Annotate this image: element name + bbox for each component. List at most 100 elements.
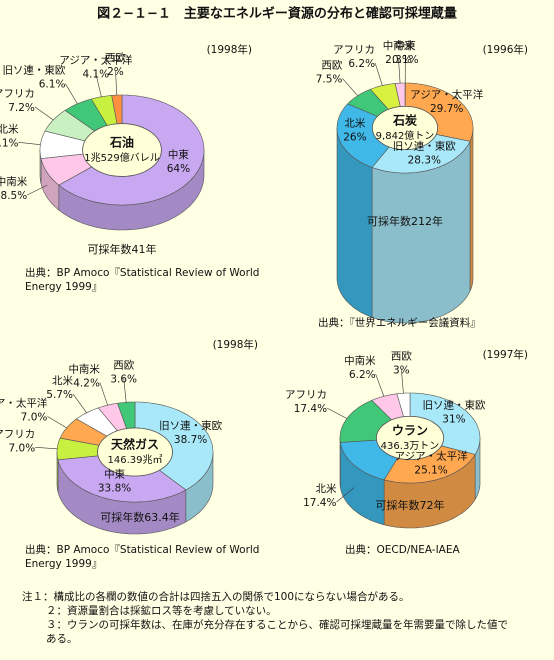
category-label: 北米 <box>315 482 336 495</box>
category-label: 西欧 <box>113 359 134 371</box>
reserve-life: 可採年数212年 <box>367 214 443 228</box>
leader-line <box>336 487 355 503</box>
reserve-life: 可採年数41年 <box>88 242 157 256</box>
category-label: 中南米 <box>383 39 415 52</box>
note: 注１：構成比の各欄の数値の合計は四捨五入の関係で100にならない場合がある。 <box>22 591 410 603</box>
value-label: 8.1% <box>0 137 19 149</box>
value-label: 7.0% <box>21 411 48 423</box>
value-label: 64% <box>167 163 190 175</box>
leader-line <box>18 142 41 145</box>
source: 出典：BP Amoco『Statistical Review of World … <box>25 544 260 570</box>
center-title: ウラン <box>392 424 428 438</box>
leader-line <box>65 83 78 104</box>
value-label: 29.7% <box>430 103 463 115</box>
center-title: 石油 <box>109 135 134 150</box>
category-label: 北米 <box>52 374 73 387</box>
category-label: 西欧 <box>105 52 126 64</box>
category-label: アフリカ <box>0 428 35 440</box>
value-label: 3.6% <box>110 373 137 385</box>
leader-line <box>99 382 108 406</box>
category-label: 西欧 <box>391 350 412 362</box>
slice-side <box>469 128 474 292</box>
category-label: 中東 <box>104 468 125 481</box>
leader-line <box>72 393 87 413</box>
value-label: 6.1% <box>39 79 66 91</box>
center-hole <box>97 427 173 477</box>
center-subtitle: 146.39兆㎥ <box>108 453 163 466</box>
page-title: 図２−１−１ 主要なエネルギー資源の分布と確認可採埋蔵量 <box>97 6 457 22</box>
leader-line <box>27 184 48 196</box>
value-label: 6.2% <box>349 369 376 381</box>
center-subtitle: 9,842億トン <box>376 129 435 142</box>
value-label: 7.5% <box>316 73 343 85</box>
center-hole <box>375 415 444 460</box>
leader-line <box>47 416 67 429</box>
value-label: 4.2% <box>73 378 100 390</box>
category-label: 中南米 <box>0 175 28 188</box>
value-label: 2.3% <box>385 54 412 66</box>
value-label: 5.7% <box>46 389 73 401</box>
leader-line <box>115 71 118 96</box>
value-label: 7.0% <box>9 442 36 454</box>
value-label: 0.1% <box>392 54 419 66</box>
value-label: 17.4% <box>294 403 327 415</box>
value-label: 33.8% <box>98 483 131 495</box>
value-label: 26% <box>343 131 366 143</box>
leader-line <box>398 59 401 84</box>
source: 出典：『世界エネルギー会議資料』 <box>318 317 481 329</box>
date-note: (1996年) <box>483 43 528 56</box>
category-label: アフリカ <box>0 88 35 100</box>
leader-line <box>95 73 102 97</box>
category-label: 中東 <box>168 148 189 161</box>
category-label: 西欧 <box>321 59 342 71</box>
category-label: 中東 <box>395 39 416 52</box>
date-note: (1998年) <box>213 338 258 351</box>
value-label: 7.2% <box>8 102 35 114</box>
value-label: 4.1% <box>82 69 109 81</box>
category-label: アフリカ <box>333 44 375 56</box>
value-label: 3% <box>393 364 410 376</box>
category-label: 旧ソ連・東欧 <box>393 140 456 153</box>
value-label: 25.1% <box>414 464 447 476</box>
leader-line <box>401 369 404 394</box>
value-label: 28.3% <box>408 155 441 167</box>
category-label: 旧ソ連・東欧 <box>422 399 485 412</box>
value-label: 38.7% <box>174 434 207 446</box>
center-title: 天然ガス <box>111 437 159 452</box>
note: ３：ウランの可採年数は、在庫が充分存在することから、確認可採埋蔵量を年需要量で除… <box>46 619 508 645</box>
center-hole <box>82 123 162 177</box>
source: 出典：OECD/NEA-IAEA <box>345 544 460 556</box>
category-label: アジア・太平洋 <box>0 396 48 409</box>
leader-line <box>342 78 358 96</box>
category-label: 旧ソ連・東欧 <box>2 64 65 77</box>
category-label: 北米 <box>344 116 365 129</box>
leader-line <box>35 447 58 450</box>
category-label: 中南米 <box>68 363 100 376</box>
category-label: 旧ソ連・東欧 <box>159 419 222 432</box>
leader-line <box>123 378 127 403</box>
leader-line <box>374 62 383 86</box>
leader-line <box>375 373 385 397</box>
category-label: アジア・太平洋 <box>59 54 133 67</box>
category-label: アジア・太平洋 <box>395 449 469 462</box>
value-label: 6.2% <box>348 58 375 70</box>
value-label: 17.4% <box>303 497 336 509</box>
center-subtitle: 436.3万トン <box>381 441 440 452</box>
category-label: アフリカ <box>285 389 327 401</box>
date-note: (1998年) <box>207 43 252 56</box>
value-label: 31% <box>442 414 465 426</box>
category-label: 北米 <box>0 122 19 135</box>
reserve-life: 可採年数63.4年 <box>100 510 180 524</box>
source: 出典：BP Amoco『Statistical Review of World … <box>25 267 260 293</box>
center-hole <box>371 106 439 151</box>
leader-line <box>326 407 348 419</box>
note: ２：資源量割合は採鉱ロス等を考慮していない。 <box>46 605 277 617</box>
center-title: 石炭 <box>392 113 417 128</box>
category-label: アジア・太平洋 <box>410 88 484 101</box>
date-note: (1997年) <box>483 348 528 361</box>
center-subtitle: 1兆529億バレル <box>84 151 159 164</box>
value-label: 2% <box>107 66 124 78</box>
leader-line <box>34 106 54 121</box>
